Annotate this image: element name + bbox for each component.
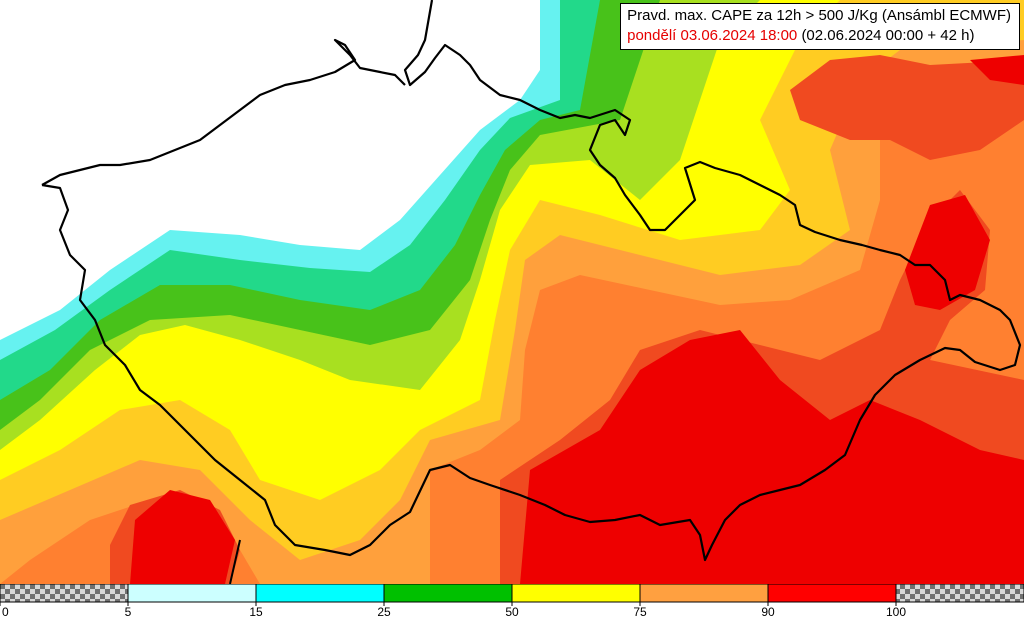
- run-info: (02.06.2024 00:00 + 42 h): [801, 27, 975, 44]
- legend-bin: [895, 584, 1024, 603]
- color-legend: 0 5 15 25 50 75 90 100: [0, 584, 1024, 619]
- country-border-south-tail: [229, 539, 241, 584]
- country-border: [41, 0, 1022, 562]
- map-subtitle: pondělí 03.06.2024 18:00 (02.06.2024 00:…: [627, 26, 1011, 46]
- legend-tick-label: 100: [886, 605, 906, 619]
- legend-tick-label: 50: [505, 605, 519, 619]
- band-95: [130, 55, 1024, 584]
- legend-bin: [639, 584, 769, 603]
- legend-tick-label: 90: [761, 605, 775, 619]
- legend-tick-label: 25: [377, 605, 391, 619]
- legend-bin: [127, 584, 257, 603]
- legend-tick-label: 75: [633, 605, 647, 619]
- legend-tick-label: 5: [125, 605, 132, 619]
- legend-bin: [767, 584, 897, 603]
- legend-bin: [383, 584, 513, 603]
- legend-bin: [0, 584, 129, 603]
- probability-map: [0, 0, 1024, 584]
- legend-bin: [255, 584, 385, 603]
- legend-tick-label: 15: [249, 605, 263, 619]
- map-title-box: Pravd. max. CAPE za 12h > 500 J/Kg (Ansá…: [620, 3, 1020, 50]
- map-title: Pravd. max. CAPE za 12h > 500 J/Kg (Ansá…: [627, 7, 1011, 24]
- legend-tick-label: 0: [2, 605, 9, 619]
- country-border-west: [41, 38, 406, 186]
- legend-bin: [511, 584, 641, 603]
- valid-time: pondělí 03.06.2024 18:00: [627, 27, 798, 44]
